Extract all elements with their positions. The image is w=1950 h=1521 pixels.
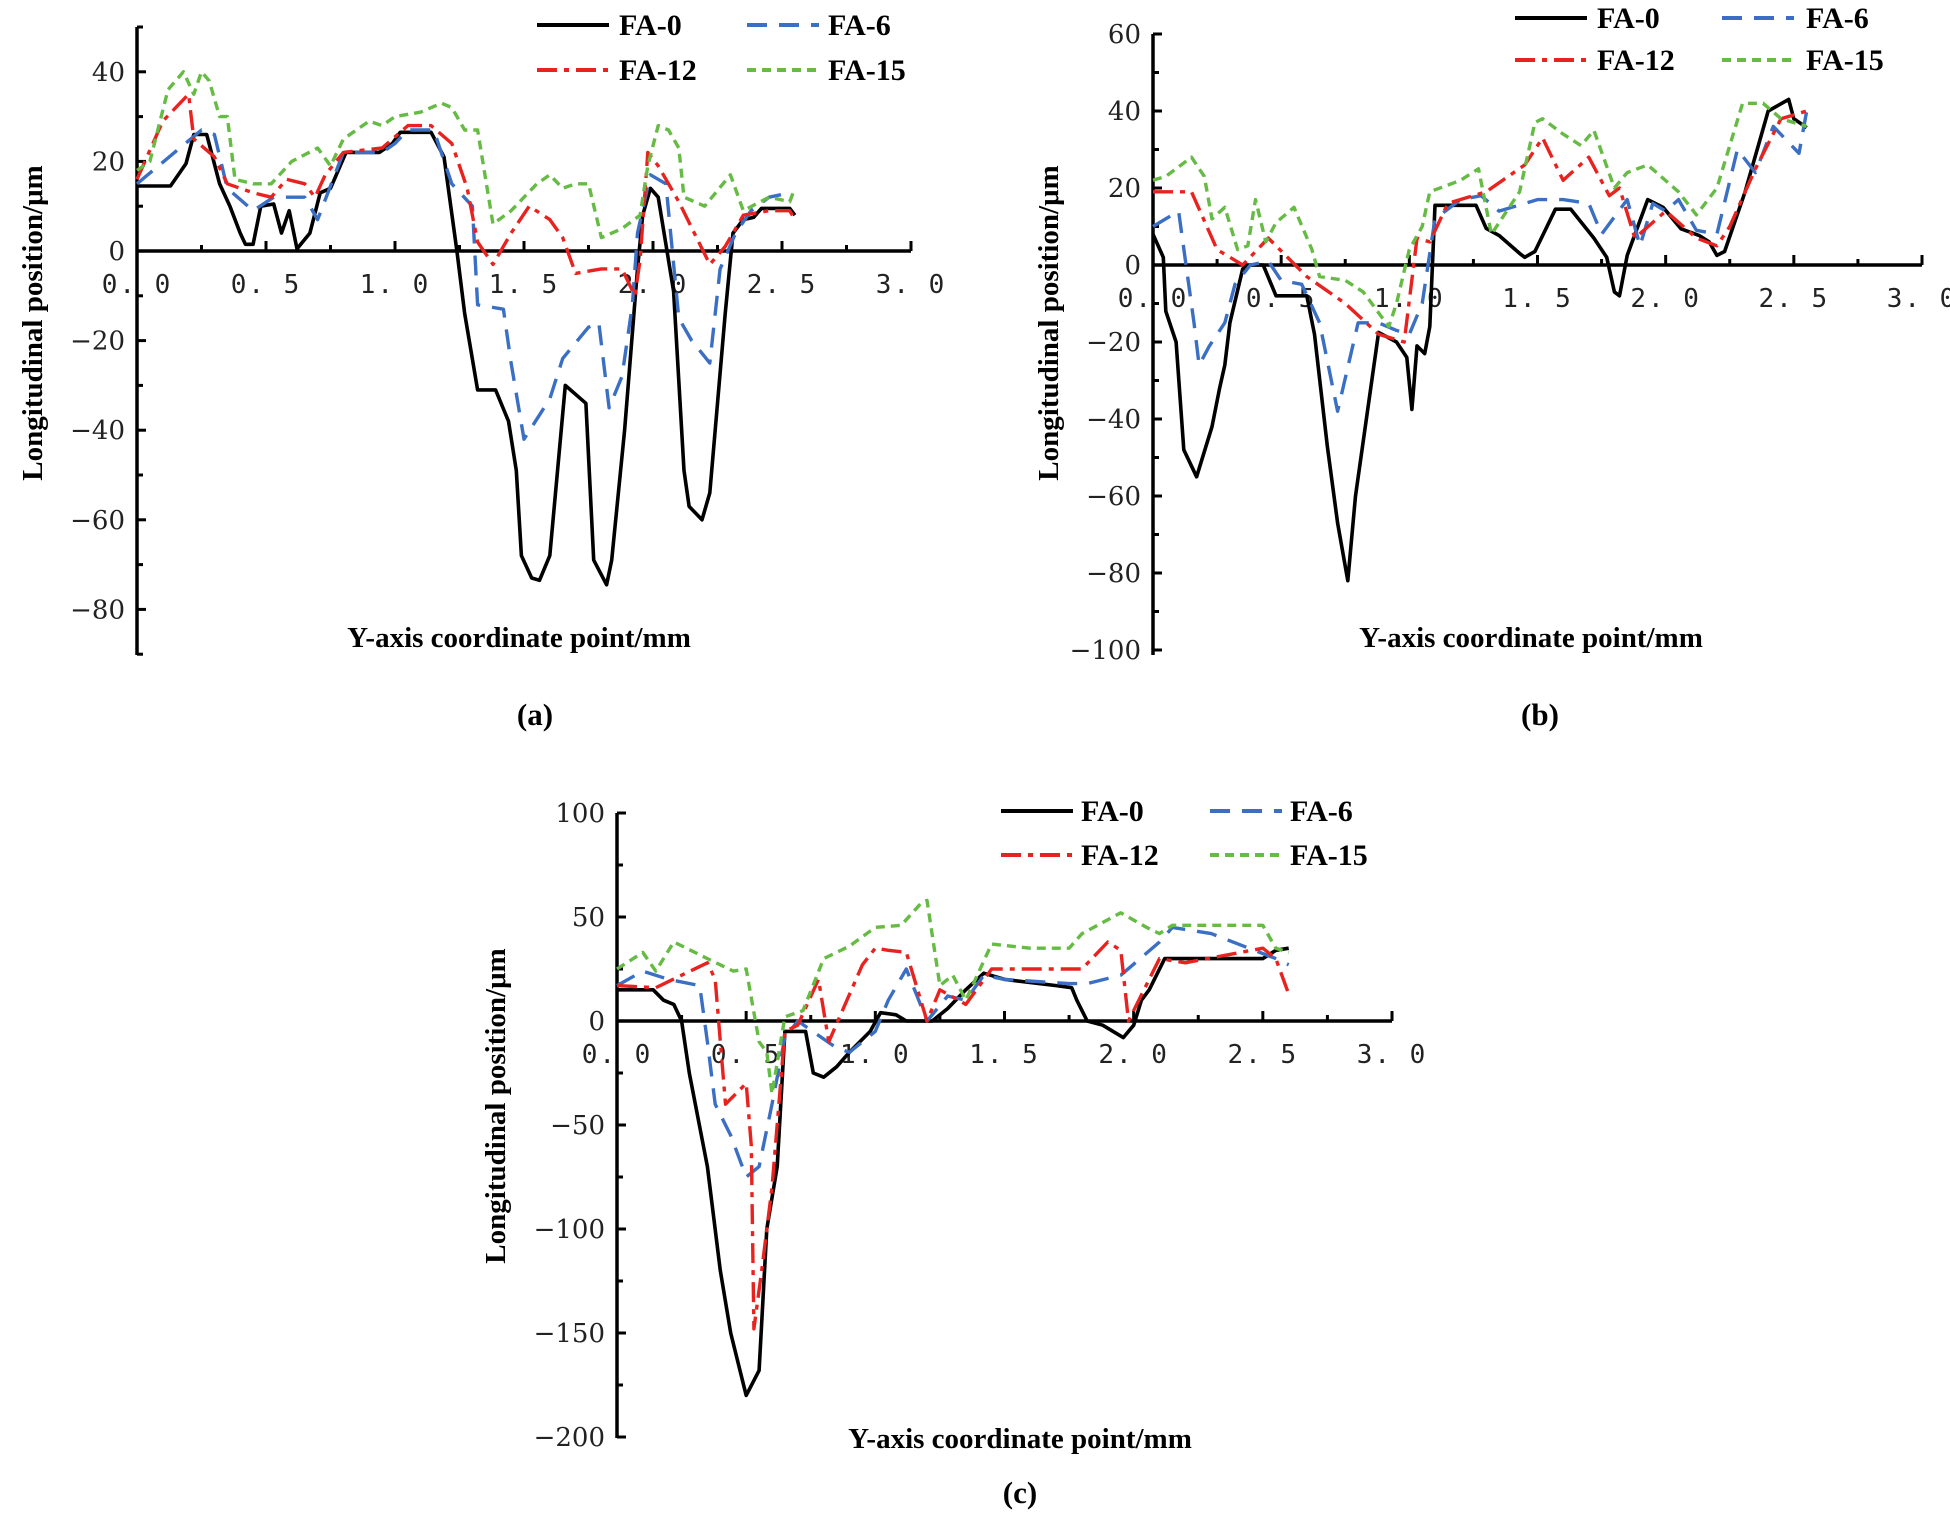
y-tick-label: 50 — [572, 903, 605, 933]
x-tick-label: 0. 5 — [231, 270, 302, 300]
y-tick-label: 0 — [108, 237, 125, 267]
x-tick-label: 1. 5 — [489, 270, 560, 300]
series-line-fa-15 — [616, 898, 1290, 1096]
x-tick-label: 3. 0 — [1887, 284, 1950, 314]
x-tick-label: 1. 0 — [840, 1040, 911, 1070]
x-tick-label: 0. 0 — [1118, 284, 1189, 314]
series-line-fa-6 — [135, 128, 791, 441]
x-tick-label: 0. 0 — [102, 270, 173, 300]
x-tick-label: 3. 0 — [1357, 1040, 1428, 1070]
legend-label: FA-0 — [1081, 795, 1144, 828]
legend-label: FA-15 — [1290, 839, 1368, 872]
y-tick-label: −100 — [1070, 636, 1141, 666]
series-line-fa-15 — [136, 70, 797, 240]
x-axis-title: Y-axis coordinate point/mm — [848, 1423, 1192, 1455]
y-tick-label: 0 — [588, 1007, 605, 1037]
y-tick-label: −40 — [70, 416, 125, 446]
y-tick-label: 100 — [555, 799, 605, 829]
y-axis-title: Longitudinal position/μm — [480, 948, 512, 1263]
y-tick-label: 40 — [92, 58, 125, 88]
legend-label: FA-6 — [828, 9, 891, 42]
series-line-fa-0 — [137, 130, 797, 587]
legend-label: FA-6 — [1806, 2, 1869, 35]
series-line-fa-0 — [617, 946, 1289, 1398]
y-axis-title: Longitudinal position/μm — [1033, 165, 1065, 480]
x-tick-label: 2. 0 — [1098, 1040, 1169, 1070]
y-tick-label: −80 — [70, 595, 125, 625]
y-tick-label: −60 — [1086, 482, 1141, 512]
y-tick-label: −60 — [70, 506, 125, 536]
panel-caption: (a) — [517, 697, 553, 732]
x-tick-label: 1. 5 — [969, 1040, 1040, 1070]
x-tick-label: 3. 0 — [876, 270, 947, 300]
x-tick-label: 1. 0 — [360, 270, 431, 300]
x-axis-title: Y-axis coordinate point/mm — [347, 622, 691, 654]
x-tick-label: 2. 0 — [1630, 284, 1701, 314]
legend-label: FA-0 — [619, 9, 682, 42]
series-line-fa-6 — [616, 925, 1290, 1179]
y-axis-title: Longitudinal position/μm — [17, 165, 49, 480]
y-tick-label: 20 — [92, 147, 125, 177]
legend-label: FA-12 — [619, 54, 697, 87]
y-tick-label: 60 — [1108, 20, 1141, 50]
y-tick-label: −20 — [1086, 328, 1141, 358]
legend-label: FA-15 — [1806, 44, 1884, 77]
y-tick-label: −20 — [70, 327, 125, 357]
y-tick-label: −80 — [1086, 559, 1141, 589]
series-line-fa-12 — [1153, 109, 1808, 344]
panel-caption: (b) — [1521, 697, 1559, 732]
series-line-fa-12 — [135, 92, 797, 298]
y-tick-label: −100 — [534, 1215, 605, 1245]
legend-label: FA-12 — [1597, 44, 1675, 77]
panel-caption: (c) — [1003, 1475, 1037, 1510]
legend-label: FA-12 — [1081, 839, 1159, 872]
y-tick-label: −40 — [1086, 405, 1141, 435]
legend-label: FA-0 — [1597, 2, 1660, 35]
y-tick-label: −150 — [534, 1319, 605, 1349]
legend-label: FA-15 — [828, 54, 906, 87]
x-axis-title: Y-axis coordinate point/mm — [1359, 622, 1703, 654]
x-tick-label: 1. 5 — [1502, 284, 1573, 314]
y-tick-label: −200 — [534, 1423, 605, 1453]
y-tick-label: −50 — [550, 1111, 605, 1141]
legend-label: FA-6 — [1290, 795, 1353, 828]
series-line-fa-12 — [616, 940, 1291, 1331]
y-tick-label: 20 — [1108, 174, 1141, 204]
series-line-fa-15 — [1152, 101, 1808, 329]
x-tick-label: 0. 0 — [582, 1040, 653, 1070]
x-tick-label: 2. 5 — [747, 270, 818, 300]
series-line-fa-6 — [1152, 110, 1809, 413]
y-tick-label: 40 — [1108, 97, 1141, 127]
x-tick-label: 2. 5 — [1759, 284, 1830, 314]
x-tick-label: 2. 5 — [1228, 1040, 1299, 1070]
y-tick-label: 0 — [1124, 251, 1141, 281]
series-line-fa-0 — [1151, 97, 1808, 583]
